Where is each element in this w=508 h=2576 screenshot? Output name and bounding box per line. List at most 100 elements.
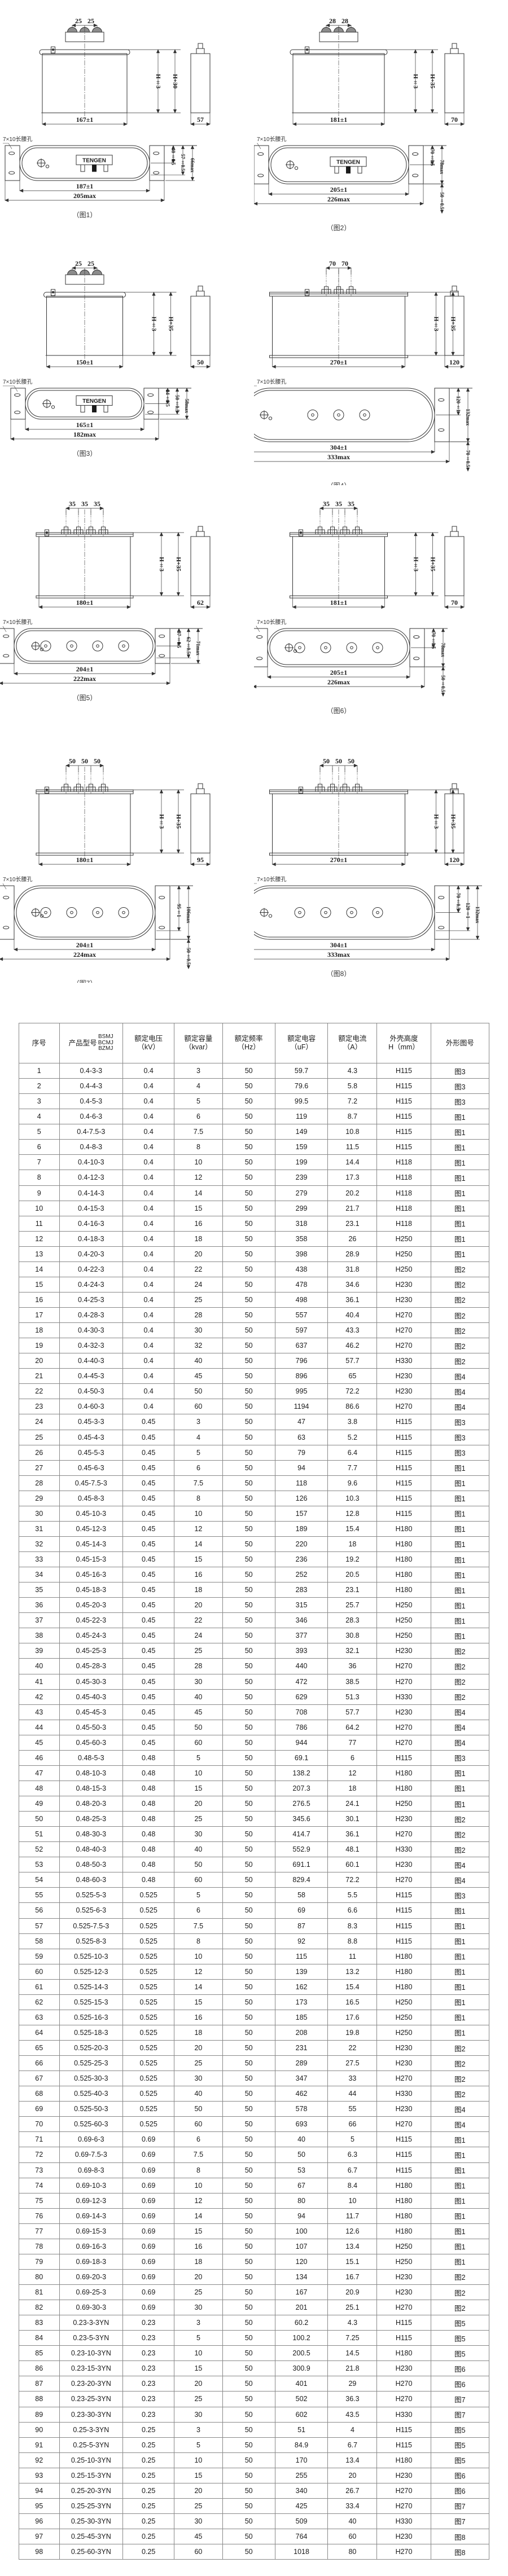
svg-text:H+35: H+35 (450, 814, 457, 829)
svg-text:106max: 106max (186, 907, 191, 924)
svg-text:95±1: 95±1 (176, 904, 182, 917)
svg-text:H±3: H±3 (412, 74, 419, 89)
svg-text:25: 25 (75, 17, 82, 25)
svg-text:224max: 224max (73, 951, 96, 959)
svg-text:270±1: 270±1 (330, 358, 348, 366)
svg-text:95: 95 (197, 856, 204, 864)
svg-text:182max: 182max (73, 430, 96, 438)
svg-text:7×10长腰孔: 7×10长腰孔 (257, 136, 287, 143)
svg-text:7×10长腰孔: 7×10长腰孔 (3, 619, 33, 626)
svg-text:25: 25 (75, 260, 82, 267)
svg-text:71max: 71max (195, 641, 201, 656)
svg-text:70: 70 (451, 116, 458, 124)
svg-text:34±0.5: 34±0.5 (165, 390, 170, 407)
svg-text:150±1: 150±1 (76, 358, 94, 366)
svg-text:270±1: 270±1 (330, 856, 348, 864)
svg-text:62±0.5: 62±0.5 (186, 637, 191, 654)
svg-text:204±1: 204±1 (76, 665, 94, 673)
svg-text:H±3: H±3 (158, 557, 165, 572)
svg-text:37±0.5: 37±0.5 (176, 631, 182, 648)
svg-text:（图2）: （图2） (327, 224, 351, 232)
svg-text:（图7）: （图7） (73, 979, 97, 983)
svg-text:165±1: 165±1 (76, 421, 94, 429)
svg-text:57: 57 (197, 116, 204, 124)
svg-text:50: 50 (94, 757, 100, 765)
svg-text:50: 50 (197, 358, 204, 366)
svg-text:H+35: H+35 (168, 316, 174, 331)
svg-text:58max: 58max (184, 399, 190, 414)
svg-text:35: 35 (81, 500, 88, 508)
svg-text:181±1: 181±1 (330, 599, 348, 606)
svg-text:H±3: H±3 (433, 814, 440, 829)
svg-text:（图6）: （图6） (327, 707, 351, 715)
svg-text:132max: 132max (475, 907, 480, 924)
svg-text:H+35: H+35 (429, 74, 436, 89)
svg-text:50: 50 (348, 757, 354, 765)
svg-text:120: 120 (449, 358, 459, 366)
svg-text:70±0.5: 70±0.5 (431, 632, 436, 649)
svg-text:28: 28 (329, 17, 336, 25)
svg-text:66max: 66max (190, 158, 195, 173)
svg-text:70±0.5: 70±0.5 (430, 149, 435, 166)
svg-text:226max: 226max (327, 678, 350, 686)
svg-text:180±1: 180±1 (76, 856, 94, 864)
svg-text:205±1: 205±1 (330, 186, 348, 194)
svg-text:50±0.5: 50±0.5 (186, 948, 191, 965)
svg-text:205±1: 205±1 (330, 669, 348, 676)
svg-text:7×10长腰孔: 7×10长腰孔 (3, 876, 33, 883)
svg-text:（图5）: （图5） (73, 694, 97, 702)
svg-text:50: 50 (323, 757, 330, 765)
svg-text:（图8）: （图8） (327, 970, 351, 978)
svg-text:180±1: 180±1 (76, 599, 94, 606)
svg-text:70: 70 (451, 599, 458, 606)
svg-text:50: 50 (81, 757, 88, 765)
svg-text:205max: 205max (73, 192, 96, 200)
svg-text:70: 70 (341, 260, 348, 267)
svg-text:304±1: 304±1 (330, 941, 348, 949)
svg-text:35: 35 (335, 500, 342, 508)
svg-text:304±1: 304±1 (330, 443, 348, 451)
svg-text:H+35: H+35 (450, 316, 457, 331)
svg-text:181±1: 181±1 (330, 116, 348, 124)
svg-text:7×10长腰孔: 7×10长腰孔 (3, 379, 33, 385)
svg-text:70±0.5: 70±0.5 (465, 450, 471, 468)
svg-text:222max: 222max (73, 675, 96, 683)
svg-text:40±0.5: 40±0.5 (170, 148, 176, 165)
svg-text:TENGEN: TENGEN (82, 398, 106, 405)
svg-text:H+35: H+35 (175, 814, 182, 829)
svg-text:167±1: 167±1 (76, 116, 94, 124)
svg-text:H±3: H±3 (151, 316, 157, 332)
svg-text:（图3）: （图3） (73, 450, 97, 458)
svg-text:（图1）: （图1） (73, 211, 97, 219)
svg-text:7×10长腰孔: 7×10长腰孔 (257, 876, 287, 883)
svg-text:H+30: H+30 (172, 74, 178, 89)
svg-text:187±1: 187±1 (76, 182, 94, 190)
svg-text:TENGEN: TENGEN (82, 158, 106, 164)
svg-text:132max: 132max (465, 409, 471, 426)
svg-text:204±1: 204±1 (76, 941, 94, 949)
svg-text:57±0.5: 57±0.5 (180, 154, 186, 172)
svg-text:50: 50 (335, 757, 342, 765)
svg-text:35: 35 (323, 500, 330, 508)
svg-text:62: 62 (197, 599, 204, 606)
svg-text:25: 25 (87, 260, 94, 267)
svg-text:7×10长腰孔: 7×10长腰孔 (257, 379, 287, 385)
svg-text:35: 35 (348, 500, 354, 508)
svg-text:H±3: H±3 (158, 814, 165, 829)
svg-text:120: 120 (449, 856, 459, 864)
svg-text:7×10长腰孔: 7×10长腰孔 (257, 619, 287, 626)
svg-text:H±3: H±3 (413, 557, 419, 572)
svg-text:28: 28 (341, 17, 348, 25)
svg-text:50±0.5: 50±0.5 (440, 675, 446, 693)
svg-text:226max: 226max (327, 195, 350, 203)
svg-text:78max: 78max (440, 643, 446, 657)
svg-text:50±0.5: 50±0.5 (174, 395, 180, 412)
svg-text:120±1: 120±1 (456, 396, 461, 412)
svg-text:H+35: H+35 (175, 557, 182, 572)
svg-text:50±0.5: 50±0.5 (439, 192, 445, 210)
svg-text:H±3: H±3 (155, 74, 161, 89)
svg-text:35: 35 (94, 500, 100, 508)
svg-text:333max: 333max (327, 951, 350, 959)
svg-text:50: 50 (69, 757, 76, 765)
svg-text:H±3: H±3 (433, 316, 440, 332)
